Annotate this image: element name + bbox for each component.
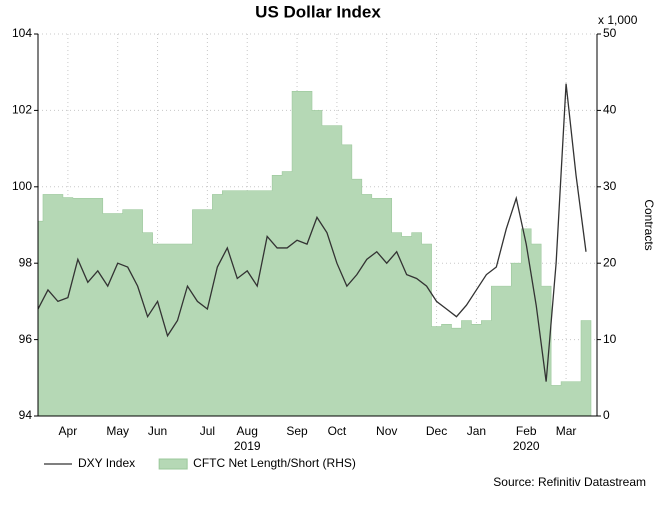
x-year-label: 2020 [513, 439, 540, 453]
y2-axis-label: Contracts [642, 199, 656, 250]
x-tick-label: Jun [148, 424, 167, 438]
line [37, 83, 587, 382]
source: Source: Refinitiv Datastream [493, 475, 646, 489]
legend-label: DXY Index [78, 456, 135, 470]
x-tick-label: Jan [467, 424, 486, 438]
x-tick-label: Apr [59, 424, 78, 438]
y-tick-label: 100 [12, 179, 32, 193]
x-year-label: 2019 [234, 439, 261, 453]
y-tick-label: 102 [12, 103, 32, 117]
y-tick-label: 94 [19, 408, 33, 422]
x-tick-label: Nov [376, 424, 397, 438]
x-tick-label: Sep [286, 424, 308, 438]
chart-title: US Dollar Index [255, 2, 381, 21]
legend-label: CFTC Net Length/Short (RHS) [193, 456, 356, 470]
y2-tick-label: 40 [603, 103, 617, 117]
x-tick-label: Oct [328, 424, 347, 438]
y2-tick-label: 50 [603, 26, 617, 40]
x-tick-label: May [106, 424, 129, 438]
legend-swatch [158, 458, 188, 470]
y2-tick-label: 20 [603, 255, 617, 269]
y2-tick-label: 30 [603, 179, 617, 193]
y2-tick-label: 10 [603, 332, 617, 346]
x-tick-label: Mar [556, 424, 577, 438]
y-tick-label: 96 [19, 332, 33, 346]
area [37, 91, 592, 417]
x-tick-label: Feb [516, 424, 537, 438]
y2-tick-label: 0 [603, 408, 610, 422]
y2-unit: x 1,000 [598, 13, 638, 27]
x-tick-label: Dec [426, 424, 447, 438]
y-tick-label: 104 [12, 26, 32, 40]
y-tick-label: 98 [19, 255, 33, 269]
x-tick-label: Jul [200, 424, 215, 438]
x-tick-label: Aug [237, 424, 258, 438]
